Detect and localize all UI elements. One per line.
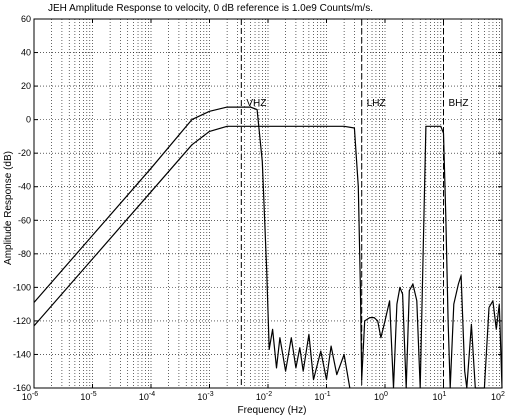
x-axis-label: Frequency (Hz)	[238, 405, 307, 416]
x-tick-label: 10-4	[139, 391, 155, 402]
x-tick-label: 10-1	[314, 391, 330, 402]
y-tick-label: -120	[13, 316, 31, 326]
y-tick-label: 40	[21, 48, 31, 58]
y-tick-label: -160	[13, 383, 31, 393]
grid	[34, 19, 502, 388]
x-tick-label: 102	[491, 391, 505, 402]
band-marker-label: BHZ	[449, 98, 469, 109]
series-line	[33, 106, 351, 389]
x-tick-label: 10-2	[256, 391, 272, 402]
x-tick-label: 10-5	[80, 391, 96, 402]
y-tick-label: 20	[21, 81, 31, 91]
x-tick-label: 10-3	[197, 391, 213, 402]
y-tick-label: 0	[26, 115, 31, 125]
y-tick-label: -100	[13, 282, 31, 292]
y-tick-labels: 60 40 20 0 -20 -40 -60 -80 -100 -120 -140 -160	[13, 14, 502, 393]
band-marker-label: VHZ	[246, 98, 266, 109]
band-markers: VHZ LHZ BHZ	[240, 19, 469, 388]
chart-title: JEH Amplitude Response to velocity, 0 dB…	[48, 3, 373, 14]
x-tick-label: 10-6	[22, 391, 38, 402]
x-tick-label: 100	[374, 391, 388, 402]
band-marker-label: LHZ	[367, 98, 386, 109]
series-group	[33, 106, 503, 389]
y-tick-label: -80	[18, 249, 31, 259]
x-tick-label: 101	[433, 391, 447, 402]
plot-frame	[33, 18, 503, 389]
x-tick-labels: 10-6 10-5 10-4 10-3 10-2 10-1 100 101 102	[22, 19, 505, 402]
y-tick-label: -140	[13, 349, 31, 359]
y-tick-label: -40	[18, 182, 31, 192]
series-line	[33, 125, 503, 389]
y-tick-label: -60	[18, 215, 31, 225]
y-tick-label: 60	[21, 14, 31, 24]
y-axis-label: Amplitude Response (dB)	[3, 151, 14, 265]
y-tick-label: -20	[18, 148, 31, 158]
